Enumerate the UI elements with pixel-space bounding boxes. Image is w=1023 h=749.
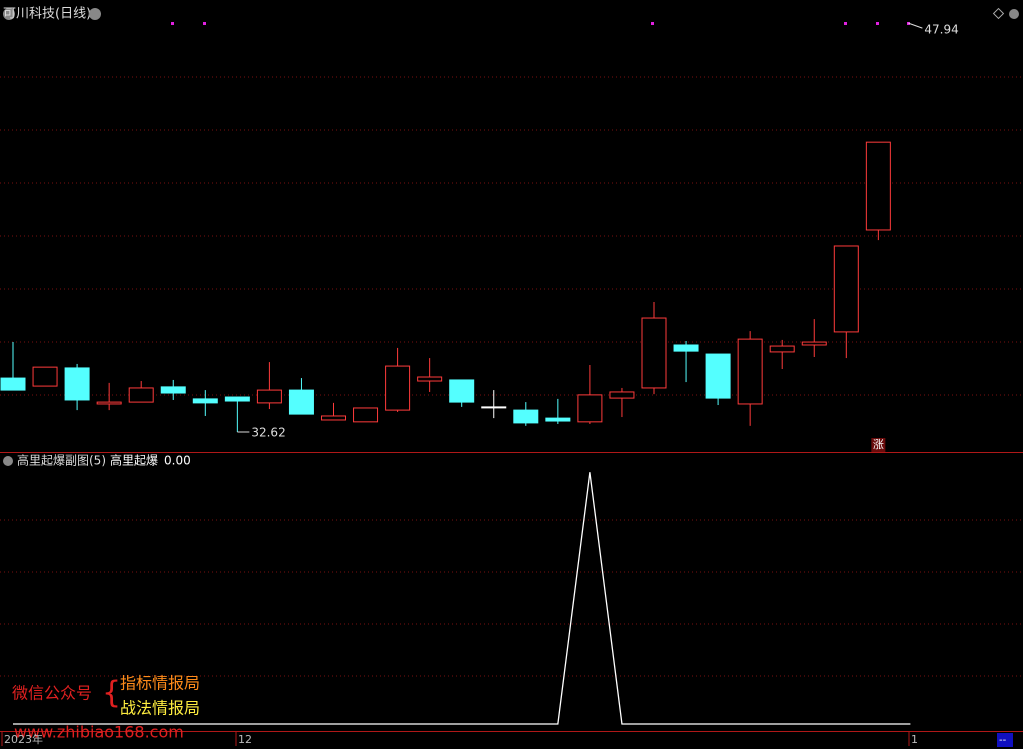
dot — [171, 22, 174, 25]
candle-body — [513, 409, 539, 424]
candle-body — [385, 365, 411, 411]
settings-icon[interactable] — [1009, 9, 1019, 19]
indicator-title: 高里起爆副图(5) — [17, 453, 106, 468]
candle-body — [833, 245, 859, 333]
candle-body — [288, 389, 314, 415]
candle-body — [128, 387, 154, 403]
candle-body — [449, 379, 475, 403]
candle-body — [769, 345, 795, 353]
limit-up-mark: 涨 — [873, 438, 884, 451]
status-box — [997, 733, 1013, 747]
candle-body — [577, 394, 603, 423]
dot — [876, 22, 879, 25]
indicator-value: 0.00 — [164, 454, 191, 468]
indicator-menu-icon[interactable] — [3, 456, 13, 466]
candle-body — [545, 417, 571, 422]
candle-body — [865, 141, 891, 231]
limit-up-box — [871, 438, 886, 452]
candle-body — [256, 389, 282, 404]
candle-body — [641, 317, 667, 389]
candle-body — [705, 353, 731, 399]
time-label: 12 — [238, 733, 252, 746]
candle-body — [64, 367, 90, 401]
time-label: 2023年 — [4, 732, 43, 746]
watermark: 微信公众号 — [12, 684, 92, 703]
menu-icon[interactable] — [3, 8, 15, 20]
time-label: 1 — [911, 733, 918, 746]
candle-body — [0, 377, 26, 391]
watermark: 指标情报局 — [120, 674, 200, 693]
candle-body — [481, 406, 507, 409]
watermark: 战法情报局 — [120, 699, 200, 718]
max-label: 47.94 — [924, 23, 958, 37]
dot — [651, 22, 654, 25]
dot — [844, 22, 847, 25]
candle-body — [160, 386, 186, 394]
candle-body — [801, 341, 827, 346]
candle-body — [673, 344, 699, 352]
diamond-icon[interactable] — [992, 7, 1005, 20]
candle-body — [609, 391, 635, 399]
indicator-name: 高里起爆 — [110, 453, 158, 468]
candle-body — [96, 401, 122, 405]
chart-title: 可川科技(日线) — [3, 7, 91, 22]
max-arrow — [908, 22, 923, 29]
status-text: -- — [999, 735, 1007, 746]
dot — [203, 22, 206, 25]
dropdown-icon[interactable] — [89, 8, 101, 20]
candle-body — [321, 415, 346, 421]
candle-body — [32, 366, 58, 387]
indicator-line — [13, 472, 911, 725]
candle-body — [417, 376, 443, 382]
watermark-url: www.zhibiao168.com — [14, 723, 184, 742]
grid — [0, 76, 1023, 677]
candle-body — [224, 396, 250, 402]
candle-body — [353, 407, 379, 423]
candle-body — [737, 338, 763, 405]
watermark-brace: { — [102, 676, 121, 711]
candle-body — [192, 398, 218, 404]
min-label: 32.62 — [251, 425, 285, 439]
